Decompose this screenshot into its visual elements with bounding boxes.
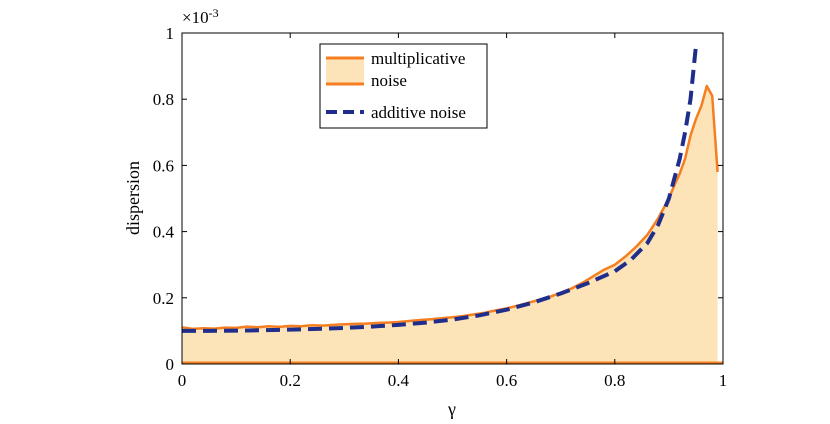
y-exponent-base: ×10 bbox=[182, 8, 209, 27]
legend: multiplicative noise additive noise bbox=[319, 43, 488, 129]
legend-label-multiplicative-line1: multiplicative bbox=[371, 49, 465, 68]
x-tick-label: 0.8 bbox=[604, 371, 625, 390]
plot-area bbox=[181, 45, 723, 365]
y-tick-label: 0 bbox=[166, 355, 175, 374]
legend-label-multiplicative-line2: noise bbox=[371, 71, 407, 90]
x-tick-label: 1 bbox=[719, 371, 728, 390]
y-axis-title: dispersion bbox=[123, 161, 143, 235]
additive-line bbox=[182, 45, 698, 333]
y-tick-label: 0.2 bbox=[153, 289, 174, 308]
x-axis-title: γ bbox=[447, 399, 456, 419]
x-tick-label: 0.4 bbox=[388, 371, 410, 390]
x-tick-label: 0.6 bbox=[496, 371, 517, 390]
axis-ticks: 0 0.2 0.4 0.6 0.8 1 0 0.2 0.4 0.6 0.8 1 bbox=[153, 24, 728, 390]
y-tick-label: 1 bbox=[166, 24, 175, 43]
y-tick-label: 0.6 bbox=[153, 156, 174, 175]
x-tick-label: 0 bbox=[178, 371, 187, 390]
x-tick-label: 0.2 bbox=[280, 371, 301, 390]
y-tick-label: 0.8 bbox=[153, 90, 174, 109]
plot-frame bbox=[181, 32, 724, 365]
multiplicative-area bbox=[182, 86, 718, 364]
legend-swatch-fill bbox=[326, 58, 364, 84]
y-exponent-label: ×10-3 bbox=[182, 6, 219, 27]
y-exponent-power: -3 bbox=[209, 6, 219, 20]
y-tick-label: 0.4 bbox=[153, 223, 175, 242]
legend-label-additive: additive noise bbox=[371, 103, 466, 122]
